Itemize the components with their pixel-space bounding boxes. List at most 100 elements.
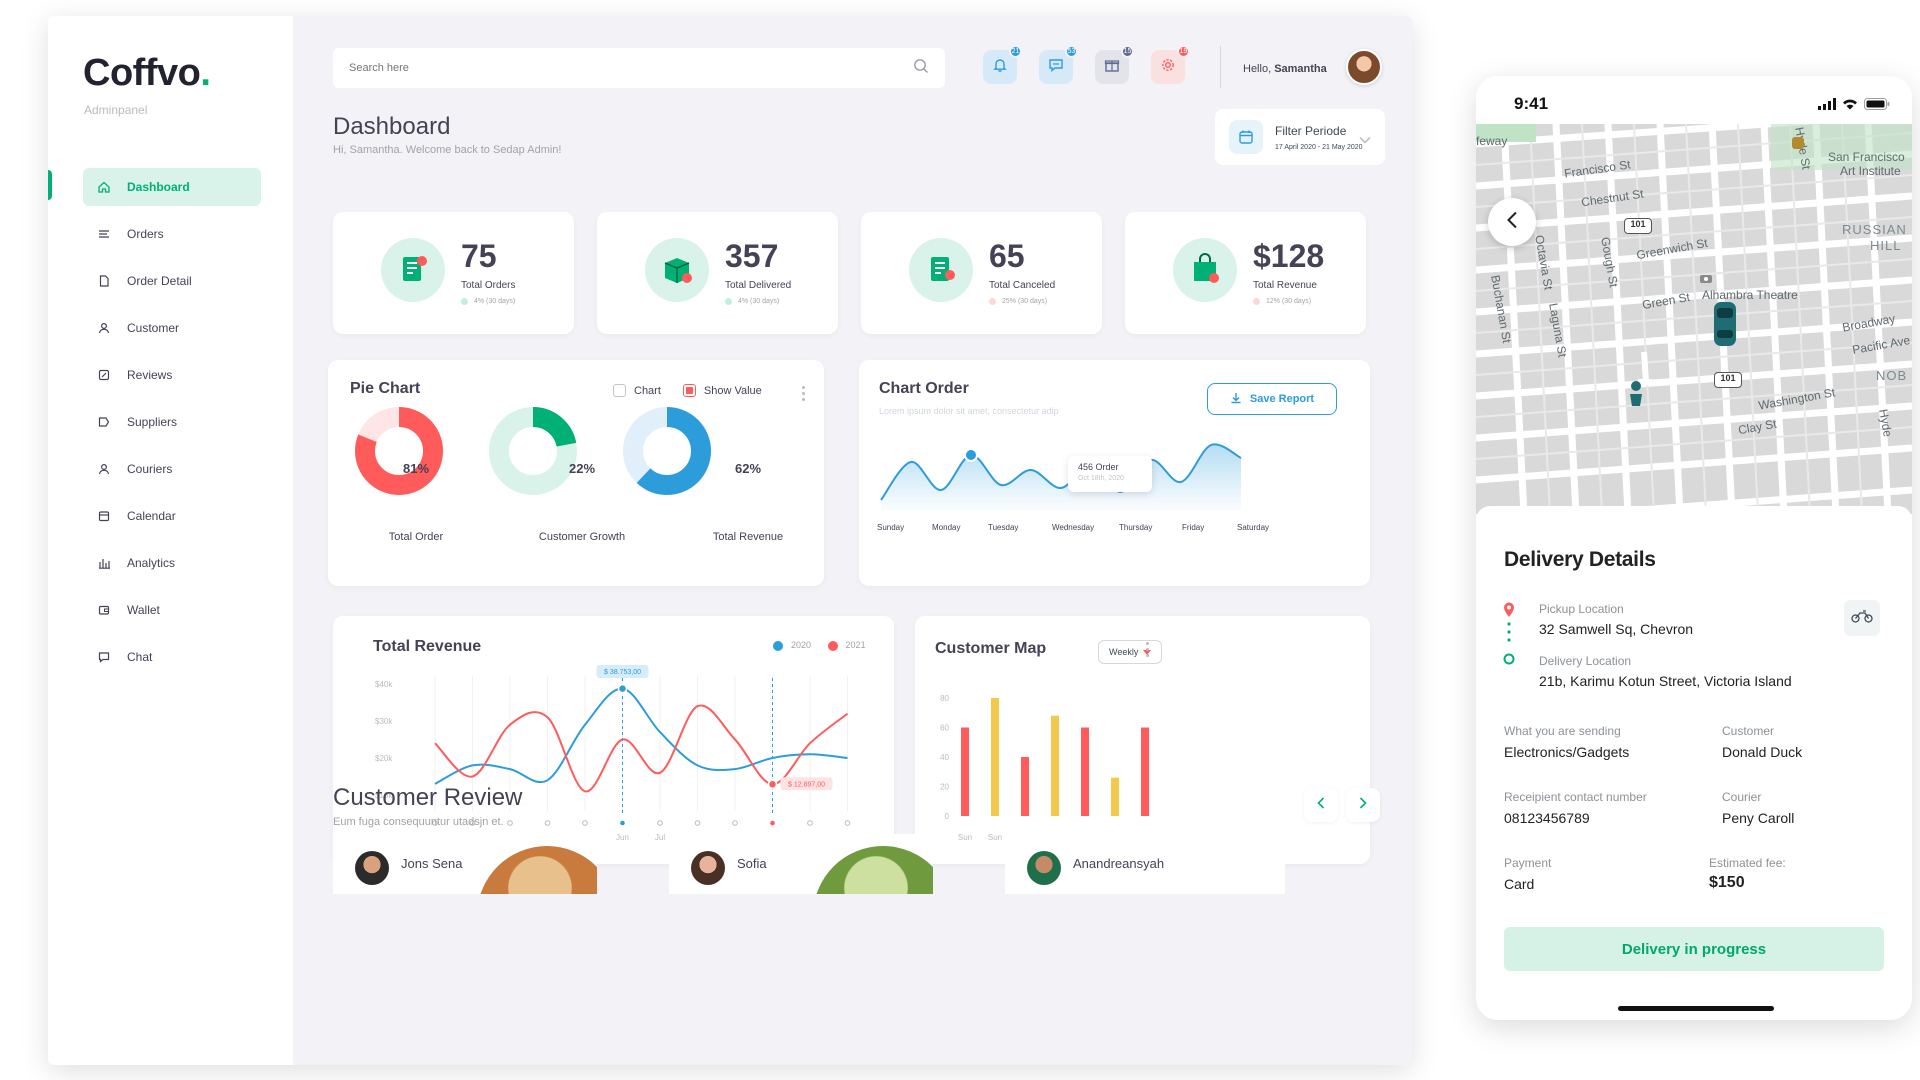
donut-label-total-revenue: Total Revenue xyxy=(712,531,784,543)
motorbike-button[interactable] xyxy=(1844,600,1880,636)
order-highlight-point xyxy=(964,448,978,462)
review-card[interactable]: Jons Sena xyxy=(333,834,597,894)
sidebar-item-suppliers[interactable]: Suppliers xyxy=(83,403,261,441)
avatar xyxy=(355,851,389,885)
tip-2021-label: $ 12.897,00 xyxy=(788,781,825,788)
food-image xyxy=(813,846,933,894)
donut-total-revenue-center xyxy=(645,429,689,473)
battery-icon xyxy=(1864,97,1890,115)
search-bar xyxy=(333,48,945,88)
point-2021-oct xyxy=(767,779,778,790)
search-input[interactable] xyxy=(349,62,913,74)
payment-value: Card xyxy=(1504,876,1535,892)
total-revenue-title: Total Revenue xyxy=(373,638,482,655)
calendar-icon xyxy=(97,509,111,523)
sidebar-item-order-detail[interactable]: Order Detail xyxy=(83,262,261,300)
stat-label: Total Orders xyxy=(461,280,516,291)
show-value-checkbox[interactable] xyxy=(682,384,696,397)
food-image xyxy=(477,846,597,894)
user-icon xyxy=(97,321,111,335)
settings-badge: 19 xyxy=(1177,45,1190,58)
x-marker xyxy=(694,820,701,826)
bar-5 xyxy=(1111,777,1119,816)
chevron-left-icon xyxy=(1506,211,1518,234)
x-tick-monday: Monday xyxy=(932,523,961,532)
museum-icon xyxy=(1792,136,1804,154)
tooltip-value: 456 Order xyxy=(1078,462,1119,472)
sidebar-item-couriers[interactable]: Couriers xyxy=(83,450,261,488)
sidebar-item-analytics[interactable]: Analytics xyxy=(83,544,261,582)
gift-button[interactable]: 15 xyxy=(1095,45,1134,84)
tip-2020-bg xyxy=(596,665,649,678)
fee-value: $150 xyxy=(1709,874,1745,891)
back-button[interactable] xyxy=(1488,198,1536,246)
sending-value: Electronics/Gadgets xyxy=(1504,744,1630,760)
destination-icon xyxy=(1503,652,1515,670)
delivery-status-button[interactable]: Delivery in progress xyxy=(1504,927,1884,971)
stat-value: $128 xyxy=(1253,238,1325,274)
donut-total-order-center xyxy=(377,429,421,473)
chart-checkbox[interactable] xyxy=(613,384,626,397)
sidebar-item-wallet[interactable]: Wallet xyxy=(83,591,261,629)
review-prev-button[interactable] xyxy=(1304,788,1338,822)
dashboard-window: Coffvo. Adminpanel Dashboard Orders Orde… xyxy=(48,16,1412,1065)
stat-value: 65 xyxy=(989,238,1025,274)
active-indicator xyxy=(48,170,52,200)
stat-value: 75 xyxy=(461,238,497,274)
app-logo[interactable]: Coffvo. xyxy=(83,52,211,94)
x-tick-tuesday: Tuesday xyxy=(988,523,1019,532)
courier-location-icon xyxy=(1626,378,1646,413)
delivery-value: 21b, Karimu Kotun Street, Victoria Islan… xyxy=(1539,673,1792,689)
filter-range: 17 April 2020 - 21 May 2020 xyxy=(1275,143,1363,151)
search-icon[interactable] xyxy=(913,58,929,79)
x-marker xyxy=(844,820,851,826)
sidebar-item-chat[interactable]: Chat xyxy=(83,638,261,676)
x-marker xyxy=(807,820,813,826)
tag-icon xyxy=(97,415,111,429)
sidebar-item-customer[interactable]: Customer xyxy=(83,309,261,347)
donut-customer-growth-center xyxy=(511,429,555,473)
filter-period-dropdown[interactable]: Filter Periode 17 April 2020 - 21 May 20… xyxy=(1215,109,1385,165)
status-time: 9:41 xyxy=(1514,94,1549,113)
period-dropdown[interactable]: Weekly xyxy=(1098,640,1162,664)
legend-dot-2020 xyxy=(773,640,783,651)
settings-button[interactable]: 19 xyxy=(1151,45,1190,84)
sidebar-item-calendar[interactable]: Calendar xyxy=(83,497,261,535)
notification-button[interactable]: 21 xyxy=(983,45,1022,84)
review-card[interactable]: Anandreansyah xyxy=(1005,834,1285,894)
order-icon xyxy=(381,238,445,302)
legend-label-2021: 2021 xyxy=(845,640,866,650)
user-avatar[interactable] xyxy=(1346,49,1382,85)
home-icon xyxy=(97,180,111,194)
edit-icon xyxy=(97,368,111,382)
messages-button[interactable]: 53 xyxy=(1039,45,1078,84)
pie-options: Chart Show Value xyxy=(613,384,762,397)
delivery-map[interactable]: feway Francisco St Chestnut St 101 Octav… xyxy=(1476,124,1912,514)
avatar xyxy=(1027,851,1061,885)
camera-icon xyxy=(1700,270,1712,288)
sidebar-item-reviews[interactable]: Reviews xyxy=(83,356,261,394)
point-2020-jun xyxy=(617,683,628,694)
pin-icon xyxy=(1503,602,1515,623)
bar-0 xyxy=(961,727,969,816)
donut-value-total-order: 81% xyxy=(402,461,430,476)
review-card[interactable]: Sofia xyxy=(669,834,933,894)
chevron-right-icon xyxy=(1359,796,1367,814)
main-content: 21 53 15 19 Hello, Samantha Dashboard Hi… xyxy=(293,16,1412,1065)
x-tick-sunday: Sunday xyxy=(877,523,905,532)
sidebar-item-orders[interactable]: Orders xyxy=(83,215,261,253)
stat-change: 4% (30 days) xyxy=(461,298,515,305)
legend-dot-2021 xyxy=(827,640,838,651)
donut-total-revenue xyxy=(623,407,711,495)
more-options-icon[interactable] xyxy=(802,386,806,401)
greeting: Hello, Samantha xyxy=(1243,63,1327,75)
more-options-icon[interactable] xyxy=(1146,642,1150,657)
donut-value-customer-growth: 22% xyxy=(568,461,596,476)
review-next-button[interactable] xyxy=(1346,788,1380,822)
sidebar-item-dashboard[interactable]: Dashboard xyxy=(83,168,261,206)
car-icon xyxy=(1712,300,1738,353)
save-report-button[interactable]: Save Report xyxy=(1207,383,1337,415)
x-tick-thursday: Thursday xyxy=(1119,523,1153,532)
x-marker xyxy=(657,820,663,826)
chart-order-subtitle: Lorem ipsum dolor sit amet, consectetur … xyxy=(879,406,1059,416)
